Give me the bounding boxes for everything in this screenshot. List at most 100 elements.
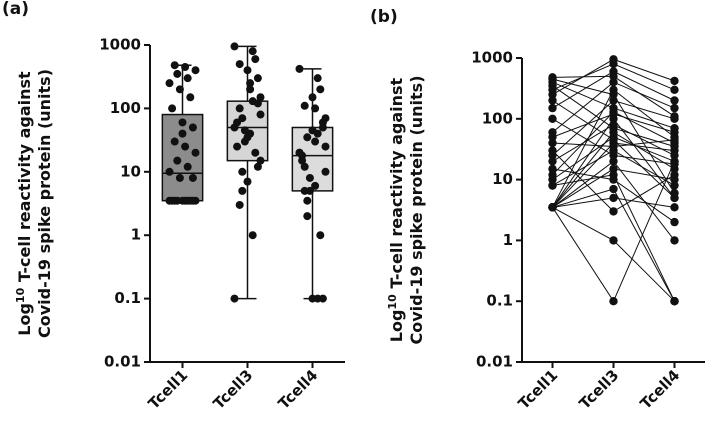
data-point bbox=[670, 203, 679, 212]
data-point bbox=[548, 73, 557, 82]
data-point bbox=[253, 162, 262, 171]
y-label-line1: T-cell reactivity against bbox=[15, 71, 34, 288]
data-point bbox=[168, 104, 177, 113]
data-point bbox=[318, 294, 327, 303]
data-point bbox=[548, 138, 557, 148]
data-point bbox=[303, 212, 312, 221]
data-point bbox=[609, 142, 618, 151]
data-point bbox=[609, 193, 618, 203]
y-label-line2: Covid-19 spike protein (units) bbox=[407, 75, 426, 344]
data-point bbox=[233, 142, 242, 151]
data-point bbox=[303, 196, 312, 205]
data-point bbox=[548, 157, 557, 166]
data-point bbox=[173, 156, 182, 165]
data-point bbox=[308, 294, 317, 303]
data-point bbox=[311, 137, 320, 146]
data-point bbox=[609, 103, 618, 113]
panel-label: (a) bbox=[2, 0, 29, 19]
data-point bbox=[548, 181, 557, 190]
x-tick-label: Tcell1 bbox=[145, 366, 192, 413]
x-tick-label: Tcell3 bbox=[210, 366, 257, 413]
data-point bbox=[548, 128, 557, 137]
y-tick-label: 0.01 bbox=[476, 353, 513, 371]
data-point bbox=[311, 181, 320, 190]
data-point bbox=[548, 146, 557, 155]
data-point bbox=[256, 93, 265, 102]
data-point bbox=[183, 162, 192, 171]
y-axis-label: Log10 T-cell reactivity againstCovid-19 … bbox=[386, 75, 426, 344]
data-point bbox=[321, 114, 330, 123]
data-point bbox=[186, 93, 195, 102]
data-point bbox=[670, 85, 679, 94]
y-tick-label: 1 bbox=[131, 226, 141, 244]
data-point bbox=[295, 64, 304, 73]
data-point bbox=[170, 61, 179, 70]
data-point bbox=[316, 85, 325, 94]
data-point bbox=[165, 167, 174, 176]
y-tick-label: 100 bbox=[482, 109, 513, 127]
data-point bbox=[609, 297, 618, 306]
data-point bbox=[609, 109, 618, 119]
data-point bbox=[246, 85, 255, 94]
data-point bbox=[670, 181, 679, 190]
data-point bbox=[173, 69, 182, 78]
data-point bbox=[243, 177, 252, 186]
data-point bbox=[178, 196, 187, 205]
data-point bbox=[609, 135, 618, 145]
data-point bbox=[186, 196, 195, 205]
data-point bbox=[609, 236, 618, 245]
data-point bbox=[670, 151, 679, 160]
y-tick-label: 0.1 bbox=[114, 289, 141, 307]
data-point bbox=[670, 76, 679, 86]
data-point bbox=[165, 79, 174, 88]
y-label-line1: T-cell reactivity against bbox=[387, 77, 406, 294]
data-point bbox=[181, 142, 190, 151]
data-point bbox=[308, 93, 317, 102]
y-tick-label: 10 bbox=[120, 162, 141, 180]
data-point bbox=[251, 55, 260, 64]
data-point bbox=[303, 133, 312, 142]
data-point bbox=[300, 101, 309, 110]
data-point bbox=[670, 159, 679, 169]
data-point bbox=[253, 99, 262, 108]
data-point bbox=[170, 137, 179, 146]
y-tick-label: 0.1 bbox=[486, 292, 513, 310]
data-point bbox=[316, 231, 325, 240]
data-point bbox=[248, 47, 257, 56]
data-point bbox=[300, 162, 309, 171]
panel-label: (b) bbox=[370, 7, 398, 27]
data-point bbox=[670, 96, 679, 105]
y-tick-label: 100 bbox=[110, 99, 141, 117]
data-point bbox=[670, 124, 679, 133]
data-point bbox=[670, 112, 679, 121]
data-point bbox=[235, 60, 244, 69]
data-point bbox=[609, 151, 618, 160]
data-point bbox=[670, 103, 679, 113]
data-point bbox=[670, 135, 679, 145]
y-tick-label: 0.01 bbox=[104, 353, 141, 371]
y-label-prefix: Log bbox=[15, 303, 34, 336]
data-point bbox=[253, 74, 262, 83]
data-point bbox=[670, 297, 679, 306]
data-point bbox=[246, 79, 255, 88]
data-point bbox=[609, 157, 618, 166]
data-point bbox=[609, 170, 618, 179]
data-point bbox=[298, 151, 307, 160]
data-point bbox=[670, 236, 679, 245]
data-point bbox=[191, 66, 200, 75]
data-point bbox=[243, 133, 252, 142]
data-point bbox=[321, 142, 330, 151]
data-point bbox=[670, 170, 679, 179]
y-tick-label: 1000 bbox=[99, 36, 141, 54]
data-point bbox=[305, 186, 314, 195]
y-label-superscript: 10 bbox=[386, 294, 399, 310]
data-point bbox=[670, 217, 679, 227]
data-point bbox=[308, 126, 317, 135]
data-point bbox=[175, 85, 184, 94]
y-label-prefix: Log bbox=[387, 310, 406, 343]
data-point bbox=[609, 90, 618, 99]
data-point bbox=[183, 74, 192, 83]
data-point bbox=[188, 173, 197, 182]
data-point bbox=[609, 124, 618, 133]
subject-line bbox=[552, 188, 675, 302]
